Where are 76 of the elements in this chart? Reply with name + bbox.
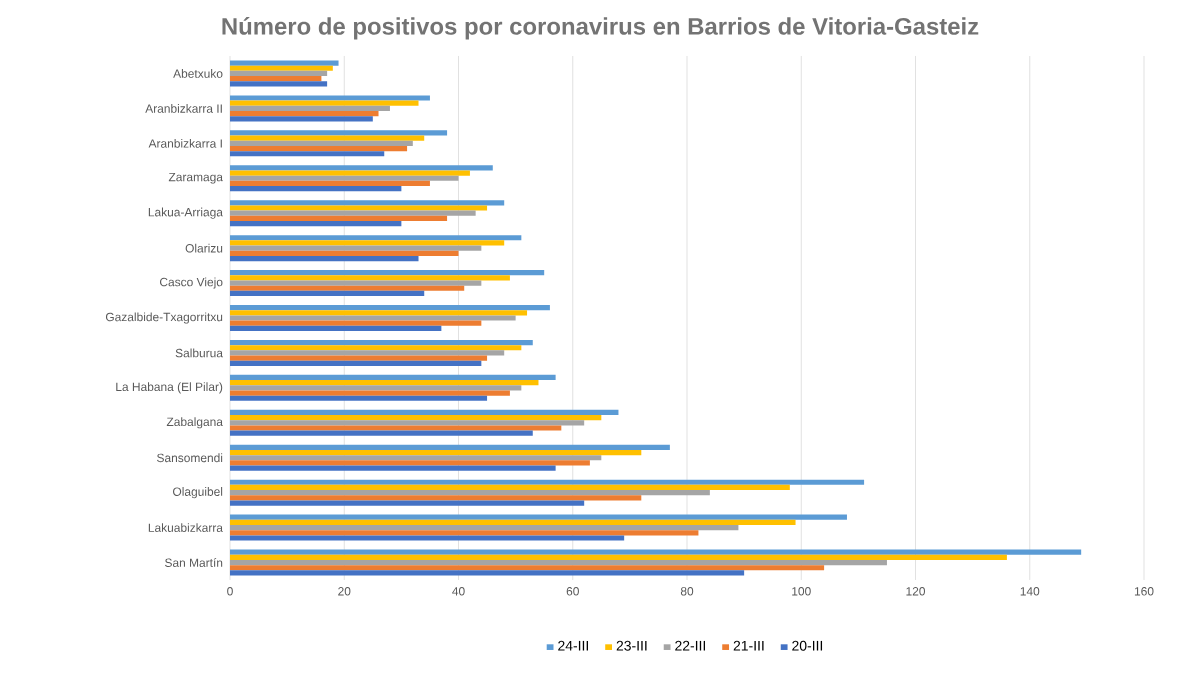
bar [230, 425, 562, 431]
bar [230, 60, 339, 66]
bar [230, 70, 328, 77]
bar [230, 325, 442, 331]
bar [230, 455, 602, 461]
bar [230, 290, 425, 297]
bar [230, 200, 505, 206]
bar [230, 270, 545, 276]
bar [230, 535, 625, 541]
bar [230, 374, 556, 381]
bar [230, 135, 425, 141]
bar [230, 255, 419, 262]
bar [230, 385, 522, 391]
bar [230, 420, 585, 426]
bar [230, 449, 642, 456]
bar [230, 170, 470, 176]
bar [230, 240, 505, 246]
bar [230, 275, 510, 281]
bar [230, 570, 745, 576]
bar [230, 484, 790, 491]
bar [230, 245, 482, 251]
bar [230, 205, 488, 211]
bar [230, 186, 402, 192]
bar [230, 514, 847, 520]
bar [230, 65, 333, 71]
bar [230, 305, 550, 311]
bar [230, 215, 448, 221]
bar [230, 460, 590, 466]
bar [230, 490, 710, 496]
bar [230, 479, 865, 485]
bar [230, 554, 1007, 560]
bar [230, 310, 528, 316]
bar [230, 345, 522, 351]
bar [230, 525, 739, 531]
bar [230, 116, 373, 122]
bar [230, 409, 619, 415]
bar [230, 565, 825, 571]
bar [230, 530, 699, 536]
bar [230, 549, 1082, 555]
bar [230, 130, 448, 136]
bar [230, 355, 488, 361]
bar [230, 76, 322, 82]
bar [230, 110, 379, 117]
bar [230, 210, 476, 216]
bar [230, 165, 493, 171]
bar [230, 360, 482, 366]
bar [230, 415, 602, 421]
bar [230, 151, 385, 157]
bar [230, 380, 539, 386]
bar [230, 95, 430, 101]
bar [230, 559, 887, 566]
bar [230, 495, 642, 501]
bar [230, 81, 328, 87]
bar [230, 175, 459, 181]
bar [230, 105, 390, 111]
bar [230, 395, 488, 401]
bar [230, 100, 419, 106]
bar [230, 250, 459, 256]
bar [230, 444, 670, 450]
bar [230, 145, 408, 152]
bar [230, 339, 533, 346]
bar [230, 430, 533, 436]
bar [230, 220, 402, 227]
bar [230, 285, 465, 291]
bar [230, 280, 482, 286]
bar [230, 320, 482, 326]
bar [230, 140, 413, 146]
bar [230, 390, 510, 396]
bar [230, 500, 585, 506]
bar [230, 465, 556, 471]
bar [230, 350, 505, 356]
bar [230, 180, 430, 187]
chart-title: Número de positivos por coronavirus en Barrios de Vitoria-Gasteiz [222, 17, 979, 40]
bar [230, 519, 796, 525]
bar [230, 235, 522, 241]
bar [230, 315, 516, 321]
